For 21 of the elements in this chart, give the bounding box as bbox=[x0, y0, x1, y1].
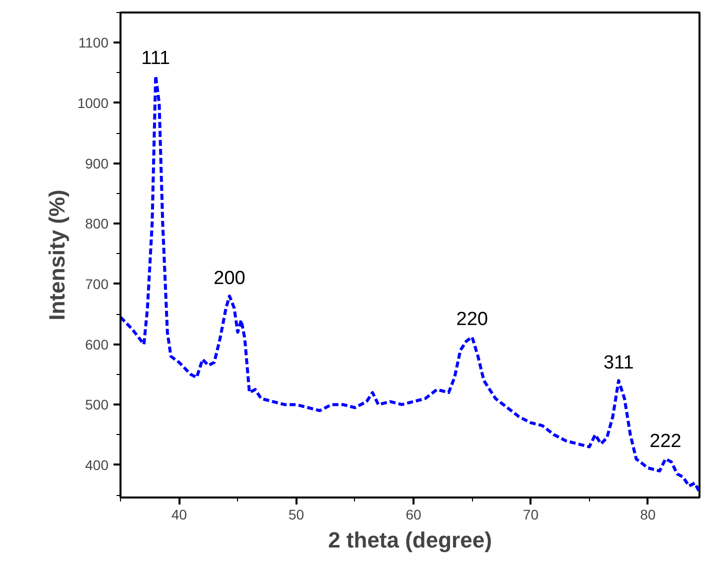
y-tick-label: 1000 bbox=[77, 94, 109, 111]
y-tick-label: 900 bbox=[85, 155, 109, 172]
y-axis-title: Intensity (%) bbox=[44, 190, 70, 320]
x-tick-label: 70 bbox=[522, 506, 539, 522]
x-tick-label: 80 bbox=[640, 506, 656, 522]
annotation: 111 bbox=[141, 48, 170, 69]
line-series bbox=[120, 74, 700, 494]
annotation: 311 bbox=[603, 352, 634, 374]
y-tick-label: 1100 bbox=[78, 34, 109, 51]
x-tick-label: 40 bbox=[171, 506, 188, 522]
y-tick-label: 400 bbox=[85, 456, 109, 473]
x-axis-title: 2 theta (degree) bbox=[328, 528, 492, 552]
annotation: 200 bbox=[214, 268, 246, 290]
y-tick-label: 700 bbox=[85, 276, 109, 292]
y-tick-label: 600 bbox=[85, 336, 109, 352]
annotation: 222 bbox=[650, 430, 682, 452]
x-tick-label: 50 bbox=[288, 506, 304, 522]
x-tick-label: 60 bbox=[406, 506, 422, 522]
y-tick-label: 800 bbox=[85, 216, 109, 232]
y-tick-label: 500 bbox=[85, 396, 109, 413]
annotation: 220 bbox=[456, 309, 488, 330]
